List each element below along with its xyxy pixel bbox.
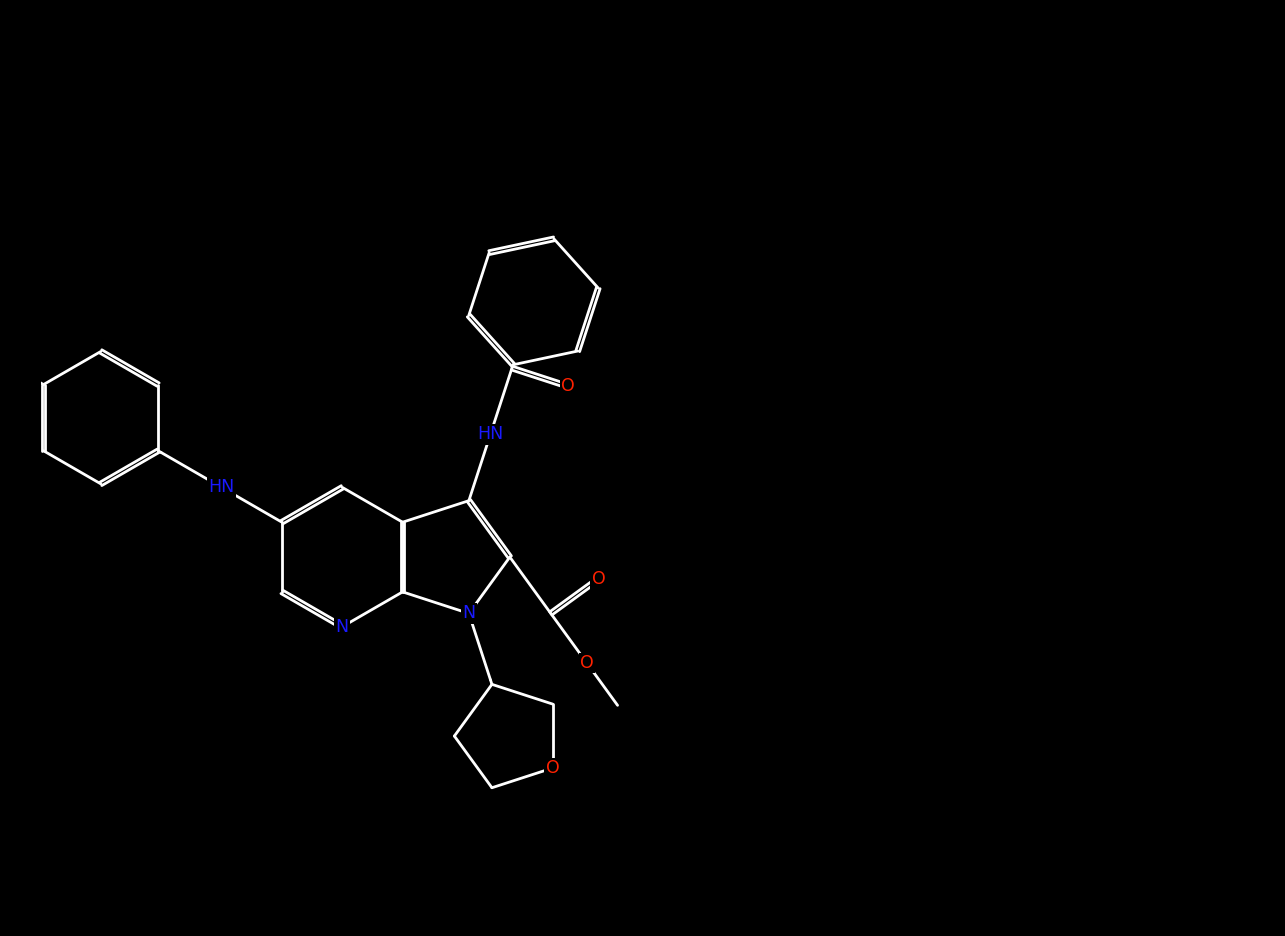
Text: N: N bbox=[463, 605, 475, 622]
Text: O: O bbox=[562, 377, 576, 395]
Text: O: O bbox=[592, 570, 605, 588]
Text: O: O bbox=[546, 759, 559, 777]
Text: O: O bbox=[580, 654, 594, 672]
Text: N: N bbox=[335, 618, 348, 636]
Text: HN: HN bbox=[477, 425, 504, 444]
Text: HN: HN bbox=[208, 478, 235, 496]
